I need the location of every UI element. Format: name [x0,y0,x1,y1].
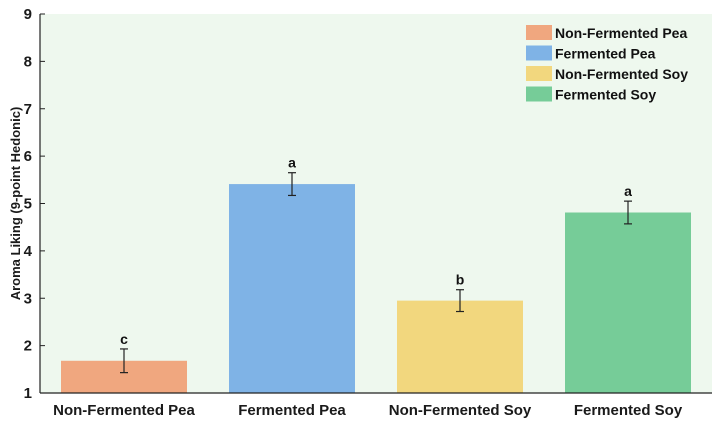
y-tick-label-2: 2 [24,338,32,355]
y-tick-label-3: 3 [24,290,32,307]
significance-label-3: b [456,272,465,288]
legend-item-2: Fermented Pea [526,45,656,62]
error-bars [120,172,632,374]
significance-label-4: a [624,183,632,199]
y-ticks: 1 2 3 4 5 6 7 8 9 [24,6,45,402]
y-axis-label: Aroma Liking (9-point Hedonic) [8,107,23,301]
y-tick-label-4: 4 [24,243,33,260]
legend-item-1: Non-Fermented Pea [526,25,687,41]
significance-labels: c a b a [120,155,632,347]
legend: Non-Fermented Pea Fermented Pea Non-Fermen… [526,25,688,103]
significance-label-2: a [288,155,296,171]
category-label-3: Non-Fermented Soy [389,402,532,419]
category-label-1: Non-Fermented Pea [53,402,195,419]
y-tick-label-5: 5 [24,196,32,213]
y-tick-label-7: 7 [24,101,32,118]
error-bar-1 [120,348,128,374]
legend-swatch [526,66,552,81]
significance-label-1: c [120,331,128,347]
category-label-4: Fermented Soy [574,402,683,419]
legend-swatch [526,25,552,40]
y-tick-label-9: 9 [24,6,32,23]
y-tick-label-8: 8 [24,53,32,70]
legend-label: Non-Fermented Soy [555,66,688,82]
legend-swatch [526,45,552,61]
error-bar-2 [288,172,296,197]
legend-label: Fermented Pea [555,46,656,62]
y-tick-label-1: 1 [24,385,32,402]
error-bar-4 [624,200,632,225]
legend-item-3: Non-Fermented Soy [526,66,688,82]
bar-2 [229,184,355,393]
bar-4 [565,212,691,393]
x-category-labels: Non-Fermented Pea Fermented Pea Non-Fermen… [53,402,683,419]
category-label-2: Fermented Pea [238,402,346,419]
error-bar-3 [456,289,464,313]
legend-swatch [526,86,552,102]
legend-label: Non-Fermented Pea [555,25,687,41]
legend-item-4: Fermented Soy [526,86,656,103]
bar-3 [397,300,523,393]
y-tick-label-6: 6 [24,148,32,165]
bars [61,184,691,393]
legend-label: Fermented Soy [555,87,656,103]
